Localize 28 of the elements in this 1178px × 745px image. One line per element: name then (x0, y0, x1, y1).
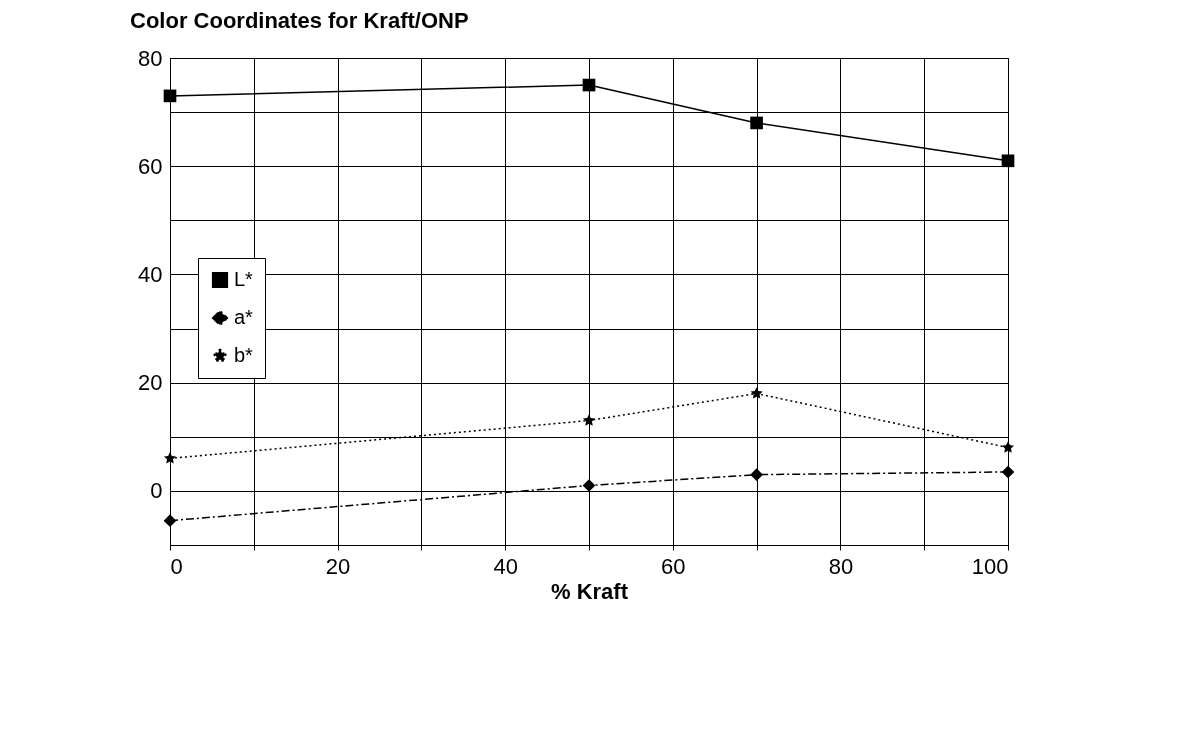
x-tick-label: 60 (661, 553, 686, 579)
x-axis-title: % Kraft (550, 578, 629, 604)
x-tick-label: 20 (325, 553, 351, 579)
point (582, 479, 596, 492)
point (582, 414, 596, 426)
point (750, 468, 763, 481)
point (163, 452, 177, 464)
point (163, 89, 177, 103)
point (750, 387, 763, 399)
y-tick-label: 60 (138, 153, 163, 179)
y-tick-label: 20 (138, 370, 163, 396)
x-tick-label: 40 (493, 553, 518, 579)
point (1001, 465, 1015, 479)
x-tick-label: 0 (170, 553, 183, 579)
y-tick-label: 0 (150, 478, 163, 504)
x-tick-label: 80 (828, 553, 854, 579)
legend-label: L* (234, 268, 254, 290)
point (582, 78, 596, 92)
legend-label: a* (234, 306, 254, 328)
point (163, 514, 177, 527)
chart-title: Color Coordinates for Kraft/ONP (130, 8, 469, 33)
point (1001, 441, 1015, 453)
x-tick-label: 100 (971, 553, 1009, 579)
point (750, 116, 763, 130)
point (1001, 154, 1015, 168)
y-tick-label: 40 (138, 261, 163, 287)
legend-label: b* (234, 344, 254, 366)
y-tick-label: 80 (138, 45, 163, 71)
